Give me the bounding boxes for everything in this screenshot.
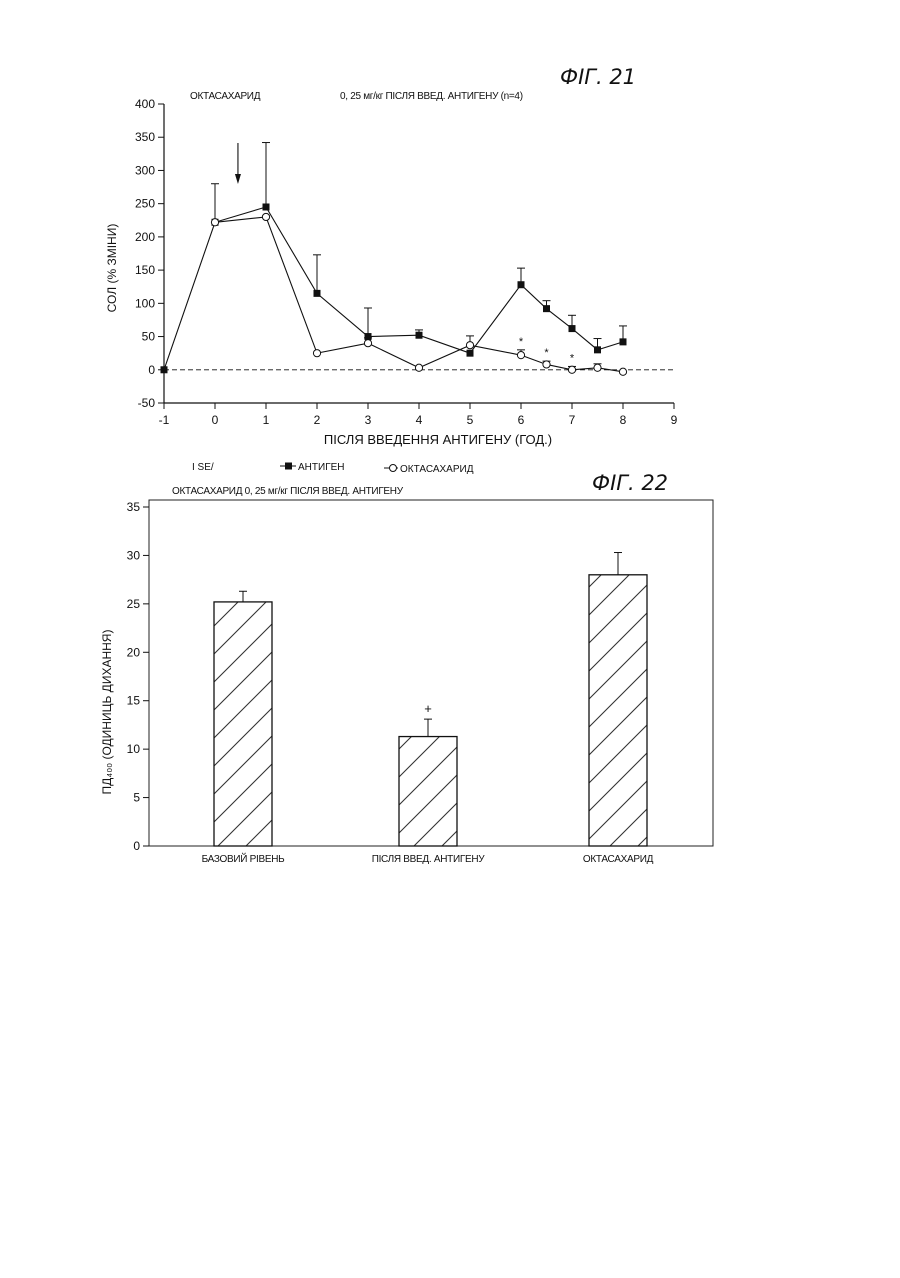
fig22-header: ОКТАСАХАРИД 0, 25 мг/кг ПІСЛЯ ВВЕД. АНТИ… (172, 486, 404, 497)
y-tick-label: 0 (148, 363, 155, 377)
fig21-header-right: 0, 25 мг/кг ПІСЛЯ ВВЕД. АНТИГЕНУ (n=4) (340, 91, 523, 102)
antigen-point (416, 332, 423, 339)
octa-point (568, 366, 575, 373)
octa-point (466, 342, 473, 349)
fig21-antigen-arrow (235, 143, 241, 184)
y-tick-label: 35 (127, 500, 141, 514)
x-tick-label: 5 (467, 413, 474, 427)
y-tick-label: 5 (133, 791, 140, 805)
octa-point (415, 364, 422, 371)
fig21-y-axis-label: СОЛ (% ЗМІНИ) (105, 224, 119, 313)
y-tick-label: 250 (135, 197, 155, 211)
significance-asterisk: * (544, 347, 549, 359)
legend-octa-label: ОКТАСАХАРИД (400, 464, 474, 475)
x-tick-label: 2 (314, 413, 321, 427)
figure-21: ФІГ. 21 ОКТАСАХАРИД 0, 25 мг/кг ПІСЛЯ ВВ… (105, 65, 678, 475)
octa-point (364, 340, 371, 347)
y-tick-label: 30 (127, 548, 141, 562)
octa-point (517, 352, 524, 359)
octa-point (594, 364, 601, 371)
antigen-series-line (164, 207, 623, 370)
antigen-point (314, 290, 321, 297)
category-label: БАЗОВИЙ РІВЕНЬ (202, 852, 286, 865)
octa-series-line (215, 217, 623, 372)
x-tick-label: 4 (416, 413, 423, 427)
x-tick-label: 6 (518, 413, 525, 427)
fig21-legend: I SE/ АНТИГЕН ОКТАСАХАРИД (192, 462, 474, 475)
fig21-header-left: ОКТАСАХАРИД (190, 91, 261, 102)
category-label: ОКТАСАХАРИД (583, 854, 654, 865)
y-tick-label: 50 (142, 330, 156, 344)
y-tick-label: 200 (135, 230, 155, 244)
fig21-label: ФІГ. 21 (560, 65, 636, 89)
legend-antigen-marker (285, 463, 292, 470)
fig21-y-ticks: -50 0 50 100 150 200 250 300 350 400 (135, 97, 164, 410)
significance-asterisk: * (519, 336, 524, 348)
octa-point (262, 213, 269, 220)
antigen-point (543, 305, 550, 312)
fig21-plot-area (161, 143, 628, 376)
x-tick-label: 8 (620, 413, 627, 427)
x-tick-label: 0 (212, 413, 219, 427)
x-tick-label: 3 (365, 413, 372, 427)
fig22-bars: + (214, 553, 647, 846)
fig22-y-ticks: 0 5 10 15 20 25 30 35 (127, 500, 149, 853)
octa-point (211, 219, 218, 226)
fig21-significance-markers: * * * (519, 336, 575, 365)
significance-asterisk: * (570, 352, 575, 364)
fig22-category-labels: БАЗОВИЙ РІВЕНЬ ПІСЛЯ ВВЕД. АНТИГЕНУ ОКТАСА… (202, 852, 654, 865)
antigen-point (594, 346, 601, 353)
fig21-x-axis-label: ПІСЛЯ ВВЕДЕННЯ АНТИГЕНУ (ГОД.) (324, 432, 552, 447)
legend-octa-marker (390, 465, 397, 472)
antigen-point (569, 325, 576, 332)
antigen-point (620, 338, 627, 345)
y-tick-label: 25 (127, 597, 141, 611)
x-tick-label: 9 (671, 413, 678, 427)
legend-antigen-label: АНТИГЕН (298, 462, 345, 473)
y-tick-label: 15 (127, 694, 141, 708)
fig22-y-axis-label: ПД₄₀₀ (ОДИНИЦЬ ДИХАННЯ) (100, 630, 114, 795)
antigen-point (263, 203, 270, 210)
octa-point (543, 361, 550, 368)
x-tick-label: -1 (159, 413, 170, 427)
y-tick-label: 0 (133, 839, 140, 853)
y-tick-label: 10 (127, 742, 141, 756)
bar (589, 575, 647, 846)
octa-point (619, 368, 626, 375)
figure-22: ФІГ. 22 ОКТАСАХАРИД 0, 25 мг/кг ПІСЛЯ ВВ… (100, 471, 713, 865)
legend-se-prefix: I SE/ (192, 462, 214, 473)
fig21-x-ticks: -1 0 1 2 3 4 5 6 7 8 9 (159, 403, 678, 427)
bar (399, 737, 457, 846)
antigen-point (161, 366, 168, 373)
category-label: ПІСЛЯ ВВЕД. АНТИГЕНУ (372, 854, 486, 865)
antigen-point (467, 350, 474, 357)
y-tick-label: -50 (138, 396, 156, 410)
arrow-head (235, 174, 241, 184)
bar (214, 602, 272, 846)
x-tick-label: 1 (263, 413, 270, 427)
y-tick-label: 300 (135, 163, 155, 177)
octa-point (313, 350, 320, 357)
y-tick-label: 20 (127, 645, 141, 659)
x-tick-label: 7 (569, 413, 576, 427)
antigen-point (518, 281, 525, 288)
y-tick-label: 150 (135, 263, 155, 277)
y-tick-label: 400 (135, 97, 155, 111)
y-tick-label: 100 (135, 296, 155, 310)
bar-significance-marker: + (424, 701, 432, 716)
fig22-label: ФІГ. 22 (592, 471, 668, 495)
y-tick-label: 350 (135, 130, 155, 144)
